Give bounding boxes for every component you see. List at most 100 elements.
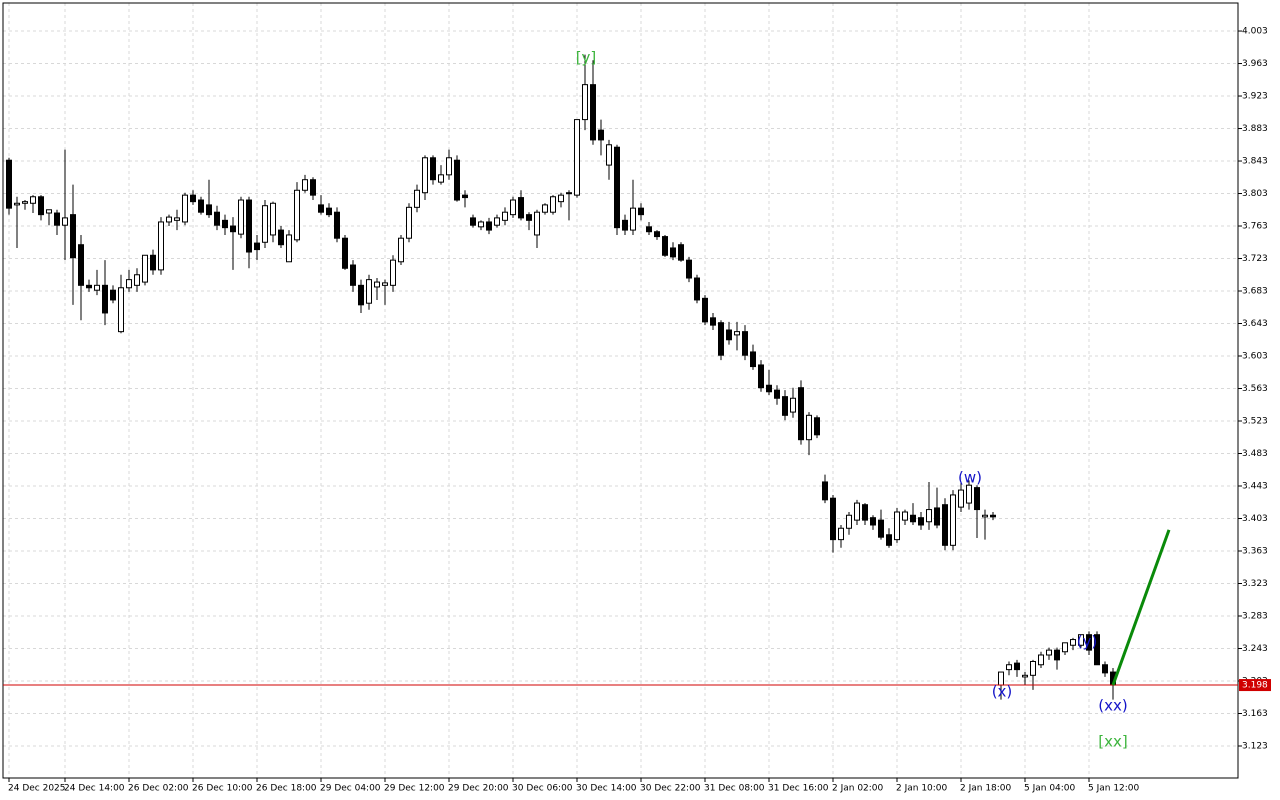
candle-body <box>286 234 292 263</box>
candle-body <box>334 211 340 239</box>
candle-body <box>166 216 172 223</box>
candle-body <box>230 225 236 233</box>
candle-body <box>414 189 420 208</box>
candle-body <box>502 211 508 221</box>
candle-body <box>1054 649 1060 661</box>
wave-label: (xx) <box>1098 697 1127 715</box>
candle-body <box>958 489 964 508</box>
candle-body <box>1030 660 1036 676</box>
candle-body <box>22 201 28 204</box>
candle-body <box>478 221 484 228</box>
candle-body <box>494 217 500 226</box>
candle-body <box>214 211 220 226</box>
candle-body <box>550 196 556 213</box>
candle-body <box>526 214 532 221</box>
candle-body <box>374 281 380 288</box>
candle-body <box>462 194 468 199</box>
y-tick-label: 3.683 <box>1242 287 1268 297</box>
x-tick-label: 24 Dec 2025 <box>8 784 66 794</box>
forecast-line <box>1111 529 1171 686</box>
wave-label: (x) <box>992 683 1013 701</box>
candle-body <box>1078 634 1084 646</box>
x-tick-label: 26 Dec 10:00 <box>192 784 253 794</box>
candle-body <box>542 204 548 213</box>
y-tick-label: 4.003 <box>1242 27 1268 37</box>
y-tick-label: 3.603 <box>1242 352 1268 362</box>
candle-body <box>310 179 316 196</box>
candle-body <box>1102 664 1108 674</box>
candle-body <box>470 217 476 226</box>
candle-body <box>38 196 44 216</box>
y-tick-label: 3.803 <box>1242 189 1268 199</box>
y-tick-label: 3.563 <box>1242 384 1268 394</box>
plot <box>6 54 1116 700</box>
y-tick-label: 3.523 <box>1242 417 1268 427</box>
candle-body <box>118 287 124 333</box>
candle-body <box>318 204 324 213</box>
candle-body <box>390 259 396 286</box>
candle-body <box>558 194 564 203</box>
y-tick-label: 3.483 <box>1242 449 1268 459</box>
candle-body <box>630 207 636 231</box>
x-tick-label: 30 Dec 22:00 <box>640 784 701 794</box>
candle-body <box>62 217 68 226</box>
candle-body <box>734 331 740 336</box>
y-tick-label: 3.883 <box>1242 124 1268 134</box>
wave-label: [y] <box>576 49 597 67</box>
candle-body <box>894 511 900 541</box>
candle-body <box>846 514 852 529</box>
y-tick-label: 3.163 <box>1242 709 1268 719</box>
x-tick-label: 30 Dec 06:00 <box>512 784 573 794</box>
x-tick-label: 29 Dec 12:00 <box>384 784 445 794</box>
candle-body <box>150 254 156 271</box>
candle-body <box>774 389 780 399</box>
candle-body <box>1046 649 1052 656</box>
candle-body <box>1014 662 1020 671</box>
x-tick-label: 31 Dec 16:00 <box>768 784 829 794</box>
candle-body <box>758 364 764 389</box>
candle-body <box>94 284 100 291</box>
candle-body <box>510 199 516 216</box>
candle-body <box>78 244 84 286</box>
candle-body <box>70 214 76 259</box>
candle-body <box>14 202 20 206</box>
candle-body <box>702 297 708 323</box>
candle-body <box>582 84 588 121</box>
candle-body <box>262 205 268 243</box>
candle-body <box>6 159 12 209</box>
candle-body <box>398 237 404 263</box>
candle-body <box>534 211 540 236</box>
candle-body <box>238 199 244 235</box>
candle-body <box>622 219 628 231</box>
candle-body <box>710 317 716 326</box>
candle-body <box>990 514 996 518</box>
candle-body <box>246 199 252 253</box>
candle-body <box>182 194 188 223</box>
candle-body <box>670 247 676 258</box>
candle-body <box>326 207 332 216</box>
candle-body <box>974 487 980 511</box>
candle-body <box>158 221 164 271</box>
candle-body <box>878 519 884 538</box>
candle-body <box>134 274 140 286</box>
candle-body <box>294 189 300 241</box>
x-tick-label: 2 Jan 02:00 <box>832 784 884 794</box>
candle-body <box>566 192 572 195</box>
candle-body <box>430 157 436 181</box>
candle-body <box>190 194 196 203</box>
x-tick-label: 5 Jan 04:00 <box>1024 784 1076 794</box>
y-tick-label: 3.323 <box>1242 579 1268 589</box>
candle-body <box>950 494 956 546</box>
wave-label: [xx] <box>1098 733 1127 751</box>
candle-body <box>814 417 820 436</box>
candle-body <box>750 351 756 368</box>
candle-body <box>766 384 772 393</box>
x-tick-label: 26 Dec 02:00 <box>128 784 189 794</box>
candle-body <box>126 279 132 289</box>
candle-body <box>598 129 604 141</box>
candle-body <box>46 209 52 214</box>
x-tick-label: 2 Jan 10:00 <box>896 784 948 794</box>
candle-body <box>726 329 732 341</box>
candle-body <box>142 254 148 283</box>
